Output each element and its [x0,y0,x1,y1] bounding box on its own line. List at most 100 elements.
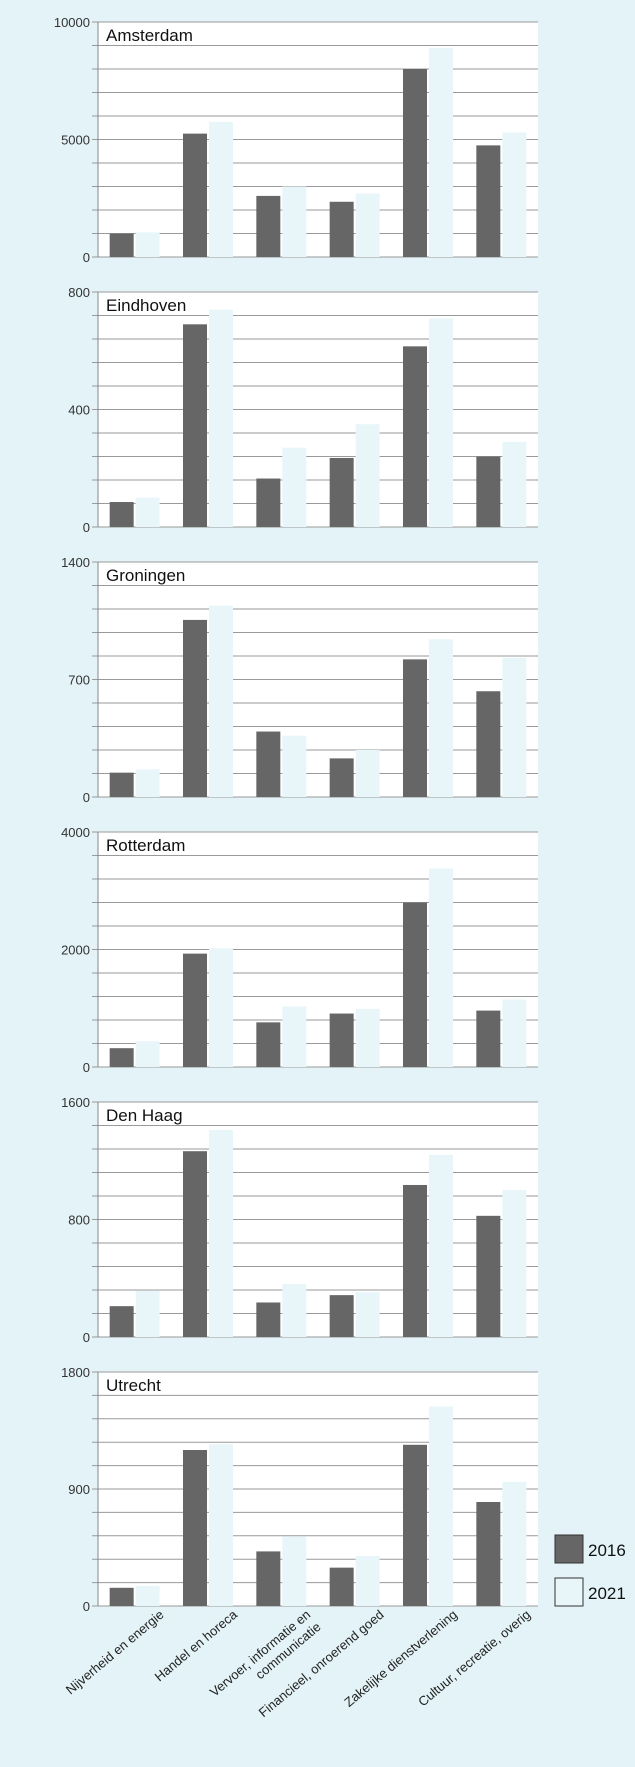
bar-eindhoven-2021-handel-en-horeca [209,309,233,527]
bar-eindhoven-2021-zakelijke-dienstverlening [429,318,453,527]
y-tick-label: 0 [83,250,90,265]
bar-den-haag-2016-cultuur-recreatie-overig [476,1215,501,1337]
panel-title: Amsterdam [106,26,193,45]
bar-eindhoven-2021-cultuur-recreatie-overig [502,441,527,527]
y-tick-label: 10000 [54,15,90,30]
bar-groningen-2021-handel-en-horeca [209,605,233,797]
y-tick-label: 800 [68,285,90,300]
bar-amsterdam-2021-nijverheid-en-energie [135,232,160,257]
bar-rotterdam-2021-handel-en-horeca [209,948,233,1067]
bar-amsterdam-2016-handel-en-horeca [183,133,207,257]
panel-title: Rotterdam [106,836,185,855]
y-tick-label: 900 [68,1482,90,1497]
bar-rotterdam-2021-nijverheid-en-energie [135,1041,160,1067]
y-tick-label: 0 [83,520,90,535]
bar-den-haag-2021-zakelijke-dienstverlening [429,1154,453,1337]
y-tick-label: 2000 [61,943,90,958]
legend-swatch-2016 [554,1534,584,1564]
y-tick-label: 700 [68,673,90,688]
bar-eindhoven-2021-financieel-onroerend-goed [355,424,380,527]
bar-rotterdam-2021-vervoer-informatie-en-communicatie [282,1006,307,1067]
panel-title: Utrecht [106,1376,161,1395]
bar-utrecht-2021-zakelijke-dienstverlening [429,1406,453,1606]
bar-utrecht-2021-financieel-onroerend-goed [355,1555,380,1606]
y-tick-label: 1400 [61,555,90,570]
y-tick-label: 1800 [61,1365,90,1380]
bar-utrecht-2016-vervoer-informatie-en-communicatie [256,1551,281,1606]
bar-utrecht-2021-handel-en-horeca [209,1444,233,1606]
bar-rotterdam-2016-zakelijke-dienstverlening [403,902,427,1067]
bar-utrecht-2021-nijverheid-en-energie [135,1585,160,1606]
bar-amsterdam-2016-vervoer-informatie-en-communicatie [256,195,281,257]
bar-amsterdam-2021-zakelijke-dienstverlening [429,47,453,257]
bar-den-haag-2021-handel-en-horeca [209,1129,233,1337]
panel-den-haag: 0 800 1600 Den Haag [61,1095,538,1345]
bar-den-haag-2016-nijverheid-en-energie [109,1306,134,1337]
bar-eindhoven-2021-nijverheid-en-energie [135,497,160,527]
bar-rotterdam-2021-cultuur-recreatie-overig [502,999,527,1067]
bar-den-haag-2021-cultuur-recreatie-overig [502,1190,527,1337]
panel-groningen: 0 700 1400 Groningen [61,555,538,805]
panel-title: Den Haag [106,1106,183,1125]
y-tick-label: 4000 [61,825,90,840]
legend-label-2021: 2021 [588,1584,626,1603]
bar-utrecht-2016-zakelijke-dienstverlening [403,1444,427,1606]
bar-rotterdam-2021-zakelijke-dienstverlening [429,868,453,1067]
bar-groningen-2016-zakelijke-dienstverlening [403,659,427,797]
bar-eindhoven-2016-cultuur-recreatie-overig [476,456,501,527]
bar-amsterdam-2021-financieel-onroerend-goed [355,193,380,257]
bar-utrecht-2016-financieel-onroerend-goed [329,1567,354,1606]
x-tick-label: Nijverheid en energie [63,1607,167,1697]
y-tick-label: 0 [83,790,90,805]
bar-den-haag-2016-financieel-onroerend-goed [329,1295,354,1337]
bar-rotterdam-2016-handel-en-horeca [183,953,207,1067]
y-tick-label: 5000 [61,133,90,148]
bar-groningen-2016-financieel-onroerend-goed [329,758,354,797]
bar-rotterdam-2016-cultuur-recreatie-overig [476,1010,501,1067]
bar-den-haag-2016-zakelijke-dienstverlening [403,1184,427,1337]
bar-rotterdam-2016-nijverheid-en-energie [109,1048,134,1067]
bar-amsterdam-2021-cultuur-recreatie-overig [502,132,527,257]
bar-amsterdam-2021-vervoer-informatie-en-communicatie [282,186,307,257]
bar-eindhoven-2016-financieel-onroerend-goed [329,457,354,527]
bar-eindhoven-2016-zakelijke-dienstverlening [403,346,427,527]
bar-utrecht-2021-cultuur-recreatie-overig [502,1481,527,1606]
panel-rotterdam: 0 2000 4000 Rotterdam [61,825,538,1075]
y-tick-label: 400 [68,403,90,418]
bar-groningen-2021-financieel-onroerend-goed [355,750,380,797]
bar-den-haag-2016-handel-en-horeca [183,1151,207,1337]
bar-groningen-2016-handel-en-horeca [183,619,207,797]
bar-amsterdam-2016-financieel-onroerend-goed [329,201,354,257]
x-tick-label-line: Nijverheid en energie [63,1607,167,1697]
bar-utrecht-2016-nijverheid-en-energie [109,1587,134,1606]
legend-swatch-2021 [554,1577,584,1607]
bar-eindhoven-2016-handel-en-horeca [183,324,207,527]
bar-den-haag-2021-nijverheid-en-energie [135,1290,160,1337]
bar-eindhoven-2021-vervoer-informatie-en-communicatie [282,447,307,527]
bar-amsterdam-2016-nijverheid-en-energie [109,233,134,257]
bar-utrecht-2021-vervoer-informatie-en-communicatie [282,1536,307,1606]
bar-eindhoven-2016-nijverheid-en-energie [109,502,134,527]
panel-eindhoven: 0 400 800 Eindhoven [68,285,538,535]
bar-den-haag-2021-financieel-onroerend-goed [355,1292,380,1337]
y-tick-label: 1600 [61,1095,90,1110]
bar-groningen-2016-vervoer-informatie-en-communicatie [256,731,281,797]
bar-amsterdam-2016-cultuur-recreatie-overig [476,145,501,257]
y-tick-label: 0 [83,1060,90,1075]
bar-rotterdam-2016-financieel-onroerend-goed [329,1013,354,1067]
bar-groningen-2016-cultuur-recreatie-overig [476,691,501,797]
bar-groningen-2016-nijverheid-en-energie [109,772,134,797]
panel-amsterdam: 0 5000 10000 Amsterdam [54,15,538,265]
bar-utrecht-2016-cultuur-recreatie-overig [476,1502,501,1606]
y-tick-label: 800 [68,1213,90,1228]
legend-label-2016: 2016 [588,1541,626,1560]
y-tick-label: 0 [83,1330,90,1345]
bar-amsterdam-2021-handel-en-horeca [209,121,233,257]
bar-groningen-2021-zakelijke-dienstverlening [429,639,453,797]
bar-amsterdam-2016-zakelijke-dienstverlening [403,69,427,257]
bar-groningen-2021-nijverheid-en-energie [135,769,160,797]
bar-rotterdam-2021-financieel-onroerend-goed [355,1008,380,1067]
